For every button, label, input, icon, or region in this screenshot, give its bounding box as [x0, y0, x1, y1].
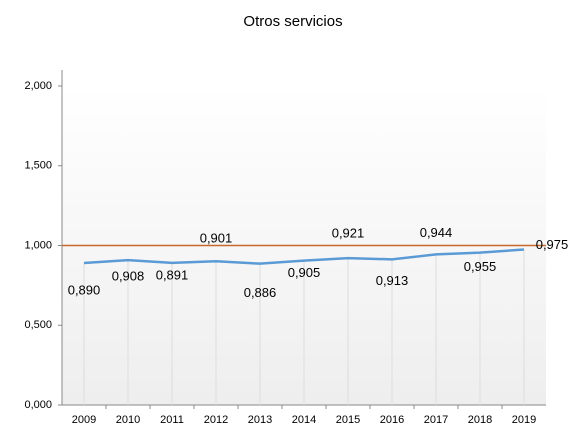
value-label: 0,886 [244, 285, 277, 300]
chart-title: Otros servicios [243, 13, 342, 30]
y-tick-label: 1,000 [24, 239, 52, 251]
y-tick-label: 1,500 [24, 160, 52, 172]
x-tick-label: 2016 [380, 414, 404, 425]
value-label: 0,905 [288, 265, 321, 280]
value-label: 0,891 [156, 267, 189, 282]
x-tick-label: 2010 [116, 414, 140, 425]
x-tick-label: 2018 [468, 414, 492, 425]
value-label: 0,921 [332, 226, 365, 241]
x-tick-label: 2012 [204, 414, 228, 425]
value-label: 0,901 [200, 231, 233, 246]
x-tick-label: 2014 [292, 414, 316, 425]
x-tick-label: 2017 [424, 414, 448, 425]
x-tick-label: 2011 [160, 414, 184, 425]
y-tick-label: 2,000 [24, 80, 52, 92]
x-tick-label: 2015 [336, 414, 360, 425]
x-tick-label: 2019 [512, 414, 536, 425]
y-tick-label: 0,500 [24, 319, 52, 331]
value-label: 0,913 [376, 273, 409, 288]
x-tick-label: 2009 [72, 414, 96, 425]
value-label: 0,944 [420, 225, 453, 240]
data-line [83, 248, 525, 265]
value-label: 0,890 [68, 282, 101, 297]
value-label: 0,975 [536, 237, 569, 252]
value-label: 0,908 [112, 269, 145, 284]
x-tick-label: 2013 [248, 414, 272, 425]
y-tick-label: 0,000 [24, 399, 52, 411]
value-label: 0,955 [464, 259, 497, 274]
